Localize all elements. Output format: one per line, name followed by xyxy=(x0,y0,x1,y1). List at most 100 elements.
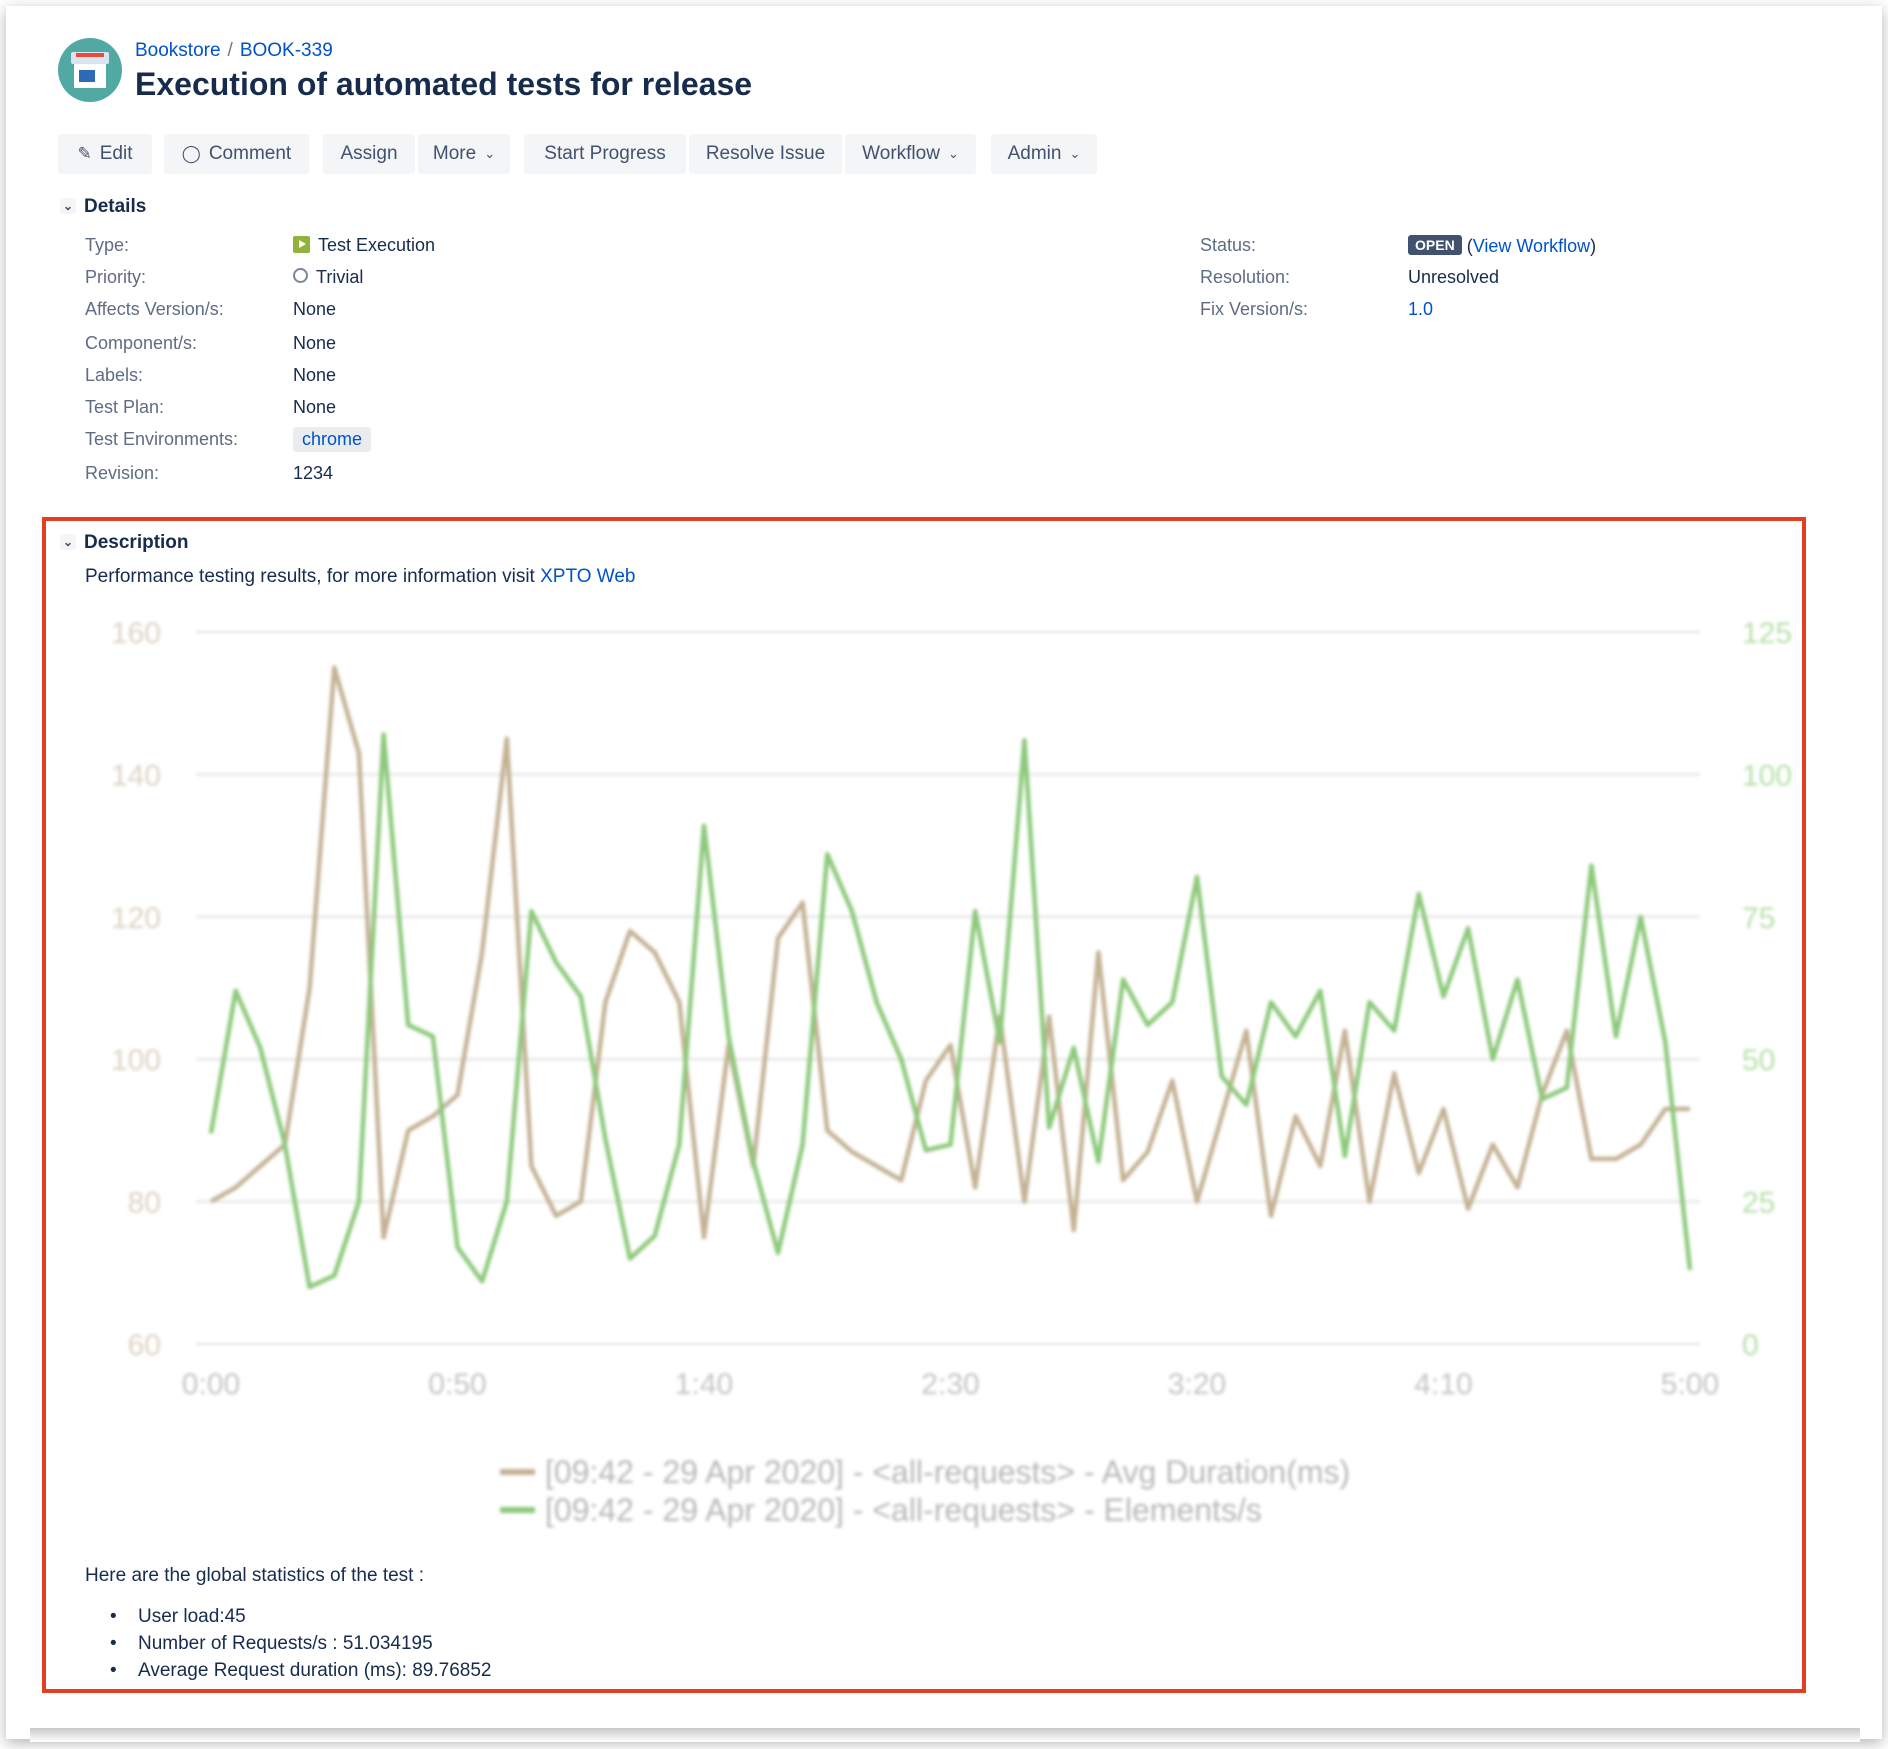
fix-version-link[interactable]: 1.0 xyxy=(1408,299,1434,319)
left-tick-label: 120 xyxy=(111,902,161,935)
store-window-icon xyxy=(79,70,95,82)
admin-button[interactable]: Admin ⌄ xyxy=(991,134,1097,174)
chart-grid xyxy=(196,631,1700,1345)
status-label: Status: xyxy=(1200,235,1257,255)
more-button[interactable]: More ⌄ xyxy=(418,134,510,174)
test-execution-icon xyxy=(293,236,310,253)
x-tick-label: 5:00 xyxy=(1661,1368,1719,1401)
description-intro: Performance testing results, for more in… xyxy=(85,566,636,588)
breadcrumb-issue-key-link[interactable]: BOOK-339 xyxy=(239,40,333,61)
elements-per-second-series-line xyxy=(208,732,1693,1290)
resolve-issue-label: Resolve Issue xyxy=(705,143,826,164)
stats-heading: Here are the global statistics of the te… xyxy=(85,1565,425,1586)
status-value: OPEN (View Workflow) xyxy=(1408,235,1596,257)
comment-bubble-icon: ◯ xyxy=(181,144,201,163)
environment-tag[interactable]: chrome xyxy=(293,427,372,452)
components-label: Component/s: xyxy=(85,333,198,353)
type-value: Test Execution xyxy=(293,235,435,256)
status-badge: OPEN xyxy=(1408,235,1462,255)
right-tick-label: 50 xyxy=(1742,1044,1775,1077)
admin-button-label: Admin xyxy=(1007,143,1062,164)
chevron-down-icon: ⌄ xyxy=(1069,146,1081,161)
right-tick-label: 75 xyxy=(1742,902,1775,935)
left-axis-ticks: 60 80 100 120 140 160 xyxy=(111,617,161,1362)
comment-button[interactable]: ◯ Comment xyxy=(164,134,309,174)
x-tick-label: 2:30 xyxy=(921,1368,979,1401)
chart-body: 60 80 100 120 140 160 0 25 50 75 100 125 0:00 0:50 1… xyxy=(111,617,1792,1528)
stat-average-duration: Average Request duration (ms): 89.76852 xyxy=(110,1657,491,1684)
breadcrumb-separator: / xyxy=(227,40,233,61)
test-plan-label: Test Plan: xyxy=(85,397,165,417)
test-plan-value: None xyxy=(293,397,337,417)
priority-value: Trivial xyxy=(293,267,363,288)
project-avatar[interactable] xyxy=(58,38,122,102)
x-tick-label: 0:50 xyxy=(428,1368,486,1401)
test-environments-label: Test Environments: xyxy=(85,429,239,449)
workflow-button-label: Workflow xyxy=(862,143,940,164)
chart-legend: [09:42 - 29 Apr 2020] - <all-requests> -… xyxy=(500,1454,1350,1528)
revision-value: 1234 xyxy=(293,463,334,483)
legend-entry: [09:42 - 29 Apr 2020] - <all-requests> -… xyxy=(545,1492,1262,1528)
start-progress-button[interactable]: Start Progress xyxy=(524,134,686,174)
xpto-web-link[interactable]: XPTO Web xyxy=(540,566,636,587)
type-label: Type: xyxy=(85,235,130,255)
edit-button[interactable]: ✎ Edit xyxy=(58,134,152,174)
chevron-down-icon: ⌄ xyxy=(484,146,496,161)
legend-entry: [09:42 - 29 Apr 2020] - <all-requests> -… xyxy=(545,1454,1350,1490)
left-tick-label: 60 xyxy=(128,1329,161,1362)
priority-value-text: Trivial xyxy=(316,267,364,287)
components-value: None xyxy=(293,333,337,353)
affects-version-label: Affects Version/s: xyxy=(85,299,224,319)
breadcrumb-project-link[interactable]: Bookstore xyxy=(135,40,221,61)
description-heading: Description xyxy=(84,532,189,553)
paren-close: ) xyxy=(1590,236,1597,256)
view-workflow-link[interactable]: View Workflow xyxy=(1472,236,1591,256)
left-tick-label: 100 xyxy=(111,1044,161,1077)
left-tick-label: 80 xyxy=(128,1187,161,1220)
resolution-value: Unresolved xyxy=(1408,267,1500,287)
description-highlight-box xyxy=(42,517,1806,1693)
more-button-label: More xyxy=(432,143,477,164)
breadcrumb: Bookstore / BOOK-339 xyxy=(135,40,333,62)
right-tick-label: 25 xyxy=(1742,1187,1775,1220)
fix-version-label: Fix Version/s: xyxy=(1200,299,1309,319)
card-shadow xyxy=(30,1728,1860,1742)
store-sign-icon xyxy=(76,53,104,57)
workflow-button[interactable]: Workflow ⌄ xyxy=(845,134,976,174)
priority-label: Priority: xyxy=(85,267,147,287)
description-intro-text: Performance testing results, for more in… xyxy=(85,566,541,587)
left-tick-label: 160 xyxy=(111,617,161,650)
assign-button-label: Assign xyxy=(340,143,398,164)
x-tick-label: 1:40 xyxy=(675,1368,733,1401)
stat-user-load: User load:45 xyxy=(110,1603,491,1630)
assign-button[interactable]: Assign xyxy=(323,134,415,174)
chevron-down-icon: ⌄ xyxy=(60,198,76,214)
right-tick-label: 125 xyxy=(1742,617,1792,650)
paren-open: ( xyxy=(1466,236,1473,256)
avg-duration-series-line xyxy=(209,665,1690,1240)
comment-button-label: Comment xyxy=(208,143,292,164)
x-tick-label: 3:20 xyxy=(1168,1368,1226,1401)
revision-label: Revision: xyxy=(85,463,160,483)
chevron-down-icon: ⌄ xyxy=(947,146,959,161)
stat-requests-per-second: Number of Requests/s : 51.034195 xyxy=(110,1630,491,1657)
x-tick-label: 0:00 xyxy=(182,1368,240,1401)
description-section-toggle[interactable]: ⌄ Description xyxy=(60,532,189,554)
chart-series xyxy=(208,665,1693,1290)
resolve-issue-button[interactable]: Resolve Issue xyxy=(689,134,842,174)
edit-button-label: Edit xyxy=(99,143,133,164)
x-tick-label: 4:10 xyxy=(1414,1368,1472,1401)
type-value-text: Test Execution xyxy=(318,235,436,255)
labels-label: Labels: xyxy=(85,365,144,385)
x-axis-ticks: 0:00 0:50 1:40 2:30 3:20 4:10 5:00 xyxy=(182,1368,1719,1401)
priority-trivial-icon xyxy=(293,268,308,283)
test-environments-value: chrome xyxy=(293,427,372,452)
pencil-icon: ✎ xyxy=(77,144,92,163)
details-heading: Details xyxy=(84,196,147,217)
left-tick-label: 140 xyxy=(111,759,161,792)
right-tick-label: 100 xyxy=(1742,759,1792,792)
resolution-label: Resolution: xyxy=(1200,267,1291,287)
affects-version-value: None xyxy=(293,299,337,319)
details-section-toggle[interactable]: ⌄ Details xyxy=(60,196,146,218)
issue-title[interactable]: Execution of automated tests for release xyxy=(135,66,753,102)
